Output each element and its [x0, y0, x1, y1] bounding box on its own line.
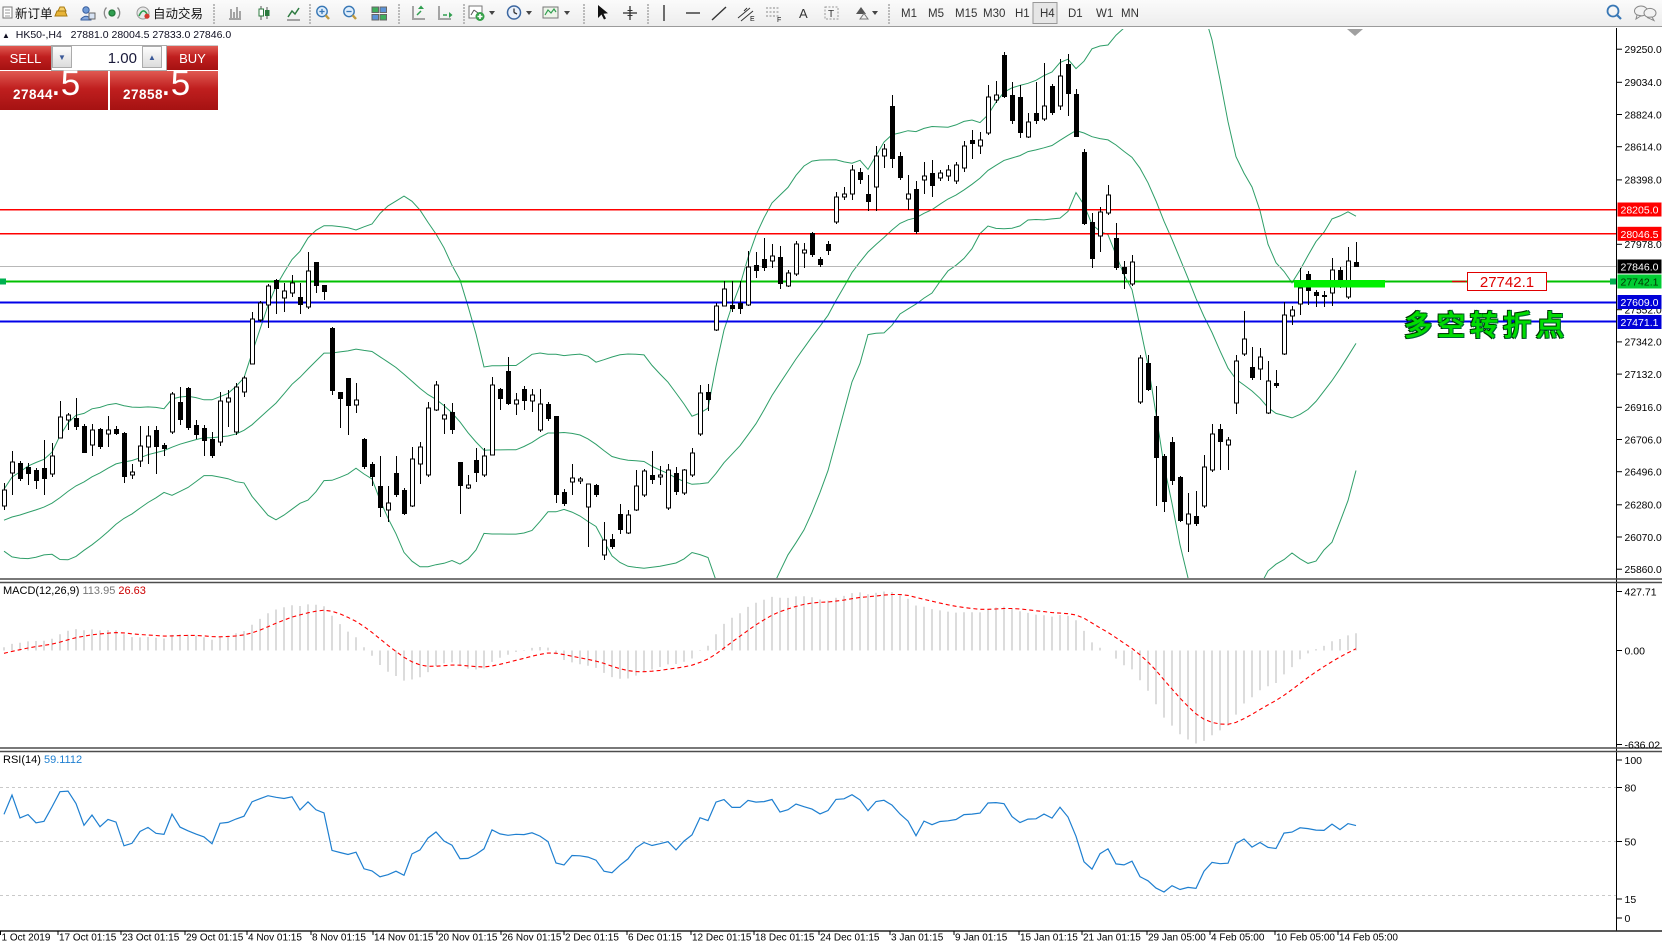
svg-text:29 Oct 01:15: 29 Oct 01:15: [186, 933, 244, 944]
svg-text:26070.0: 26070.0: [1625, 533, 1662, 544]
svg-text:27552.0: 27552.0: [1625, 306, 1662, 317]
svg-text:26496.0: 26496.0: [1625, 468, 1662, 479]
svg-text:0: 0: [1625, 913, 1631, 925]
svg-text:25860.0: 25860.0: [1625, 565, 1662, 576]
svg-text:14 Nov 01:15: 14 Nov 01:15: [374, 933, 434, 944]
svg-text:新订单: 新订单: [15, 6, 53, 21]
svg-text:自动交易: 自动交易: [153, 6, 203, 21]
svg-text:27742.1: 27742.1: [1621, 277, 1659, 289]
svg-text:-636.02: -636.02: [1625, 739, 1661, 751]
svg-text:26 Nov 01:15: 26 Nov 01:15: [502, 933, 562, 944]
svg-text:10 Feb 05:00: 10 Feb 05:00: [1276, 933, 1335, 944]
svg-text:80: 80: [1625, 782, 1637, 794]
svg-text:29 Jan 05:00: 29 Jan 05:00: [1148, 933, 1206, 944]
svg-text:27342.0: 27342.0: [1625, 338, 1662, 349]
svg-text:26280.0: 26280.0: [1625, 501, 1662, 512]
svg-text:29034.0: 29034.0: [1625, 78, 1662, 89]
svg-text:50: 50: [1625, 836, 1637, 848]
svg-text:F: F: [777, 17, 781, 24]
svg-text:27132.0: 27132.0: [1625, 370, 1662, 381]
svg-text:MN: MN: [1121, 8, 1139, 20]
svg-text:28205.0: 28205.0: [1621, 205, 1659, 217]
svg-text:27609.0: 27609.0: [1621, 297, 1659, 309]
svg-text:28398.0: 28398.0: [1625, 176, 1662, 187]
svg-text:14 Feb 05:00: 14 Feb 05:00: [1339, 933, 1398, 944]
svg-text:20 Nov 01:15: 20 Nov 01:15: [438, 933, 498, 944]
svg-text:M1: M1: [901, 8, 917, 20]
svg-text:H4: H4: [1040, 8, 1055, 20]
svg-text:28824.0: 28824.0: [1625, 110, 1662, 121]
svg-text:0.00: 0.00: [1625, 645, 1646, 657]
svg-text:27978.0: 27978.0: [1625, 240, 1662, 251]
svg-text:E: E: [750, 16, 755, 23]
svg-text:24 Dec 01:15: 24 Dec 01:15: [820, 933, 880, 944]
svg-text:A: A: [799, 6, 808, 21]
svg-text:12 Dec 01:15: 12 Dec 01:15: [692, 933, 752, 944]
svg-text:29250.0: 29250.0: [1625, 45, 1662, 56]
svg-text:4 Nov 01:15: 4 Nov 01:15: [248, 933, 302, 944]
svg-text:23 Oct 01:15: 23 Oct 01:15: [122, 933, 180, 944]
svg-text:27471.1: 27471.1: [1621, 317, 1659, 329]
svg-text:28046.5: 28046.5: [1621, 229, 1659, 241]
svg-text:9 Jan 01:15: 9 Jan 01:15: [955, 933, 1008, 944]
svg-text:15: 15: [1625, 894, 1637, 906]
svg-text:D1: D1: [1068, 8, 1083, 20]
svg-text:26916.0: 26916.0: [1625, 403, 1662, 414]
svg-text:M30: M30: [983, 8, 1005, 20]
svg-text:18 Dec 01:15: 18 Dec 01:15: [755, 933, 815, 944]
svg-text:T: T: [828, 9, 834, 20]
svg-text:W1: W1: [1096, 8, 1113, 20]
svg-text:28614.0: 28614.0: [1625, 143, 1662, 154]
svg-text:15 Jan 01:15: 15 Jan 01:15: [1020, 933, 1078, 944]
svg-text:RSI(14) 59.1112: RSI(14) 59.1112: [3, 754, 82, 766]
svg-text:17 Oct 01:15: 17 Oct 01:15: [59, 933, 117, 944]
svg-text:MACD(12,26,9) 113.95 26.63: MACD(12,26,9) 113.95 26.63: [3, 585, 146, 597]
svg-text:4 Feb 05:00: 4 Feb 05:00: [1211, 933, 1265, 944]
svg-text:1 Oct 2019: 1 Oct 2019: [2, 933, 51, 944]
svg-text:26706.0: 26706.0: [1625, 435, 1662, 446]
svg-text:27846.0: 27846.0: [1621, 262, 1659, 274]
svg-text:21 Jan 01:15: 21 Jan 01:15: [1083, 933, 1141, 944]
svg-text:6 Dec 01:15: 6 Dec 01:15: [628, 933, 682, 944]
svg-text:427.71: 427.71: [1625, 586, 1657, 598]
svg-text:H1: H1: [1015, 8, 1030, 20]
svg-text:8 Nov 01:15: 8 Nov 01:15: [312, 933, 366, 944]
svg-text:100: 100: [1625, 755, 1643, 767]
svg-text:M15: M15: [955, 8, 977, 20]
svg-text:M5: M5: [928, 8, 944, 20]
svg-text:3 Jan 01:15: 3 Jan 01:15: [891, 933, 944, 944]
svg-text:2 Dec 01:15: 2 Dec 01:15: [565, 933, 619, 944]
